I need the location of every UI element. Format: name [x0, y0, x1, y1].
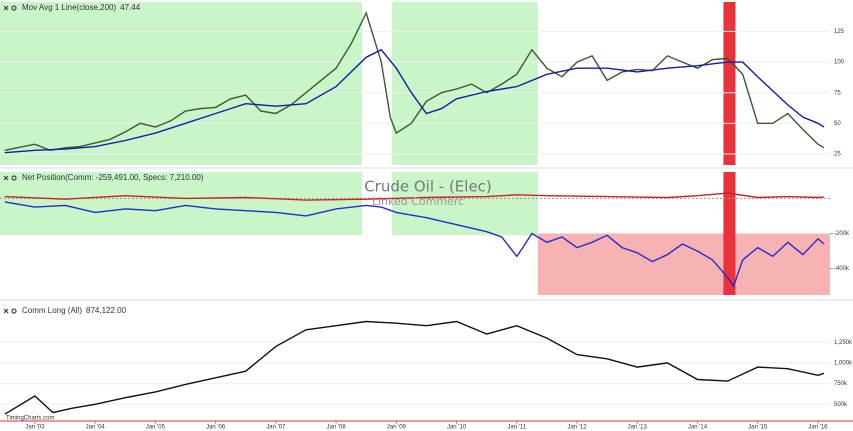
highlight-band	[723, 2, 736, 165]
settings-icon	[11, 175, 17, 181]
y-tick-label: -400k	[834, 266, 850, 272]
x-tick-label: Jan '14	[688, 425, 708, 431]
series-line	[4, 320, 825, 415]
x-tick-label: Jan '13	[628, 425, 648, 431]
panel-label: Comm Long (All)	[22, 306, 82, 315]
x-tick-label: Jan '05	[146, 425, 166, 431]
panel-label-value: 47.44	[120, 3, 141, 12]
watermark-subtitle: Linked Commerc	[372, 195, 464, 208]
y-tick-label: 125	[834, 29, 845, 35]
x-tick-label: Jan '04	[86, 425, 106, 431]
footer: TimingCharts.com	[6, 416, 54, 422]
highlight-band	[0, 172, 362, 236]
x-tick-label: Jan '06	[206, 425, 226, 431]
highlight-band	[392, 2, 538, 165]
y-tick-label: 25	[834, 152, 841, 158]
close-icon	[3, 5, 9, 11]
y-tick-label: 100	[834, 60, 845, 66]
highlight-band	[0, 2, 362, 165]
x-tick-label: Jan '09	[387, 425, 407, 431]
x-tick-label: Jan '16	[808, 425, 828, 431]
y-tick-label: 50	[834, 121, 841, 127]
watermark-title: Crude Oil - (Elec)	[364, 178, 492, 196]
y-tick-label: 1,250k	[834, 340, 853, 346]
x-tick-label: Jan '03	[25, 425, 45, 431]
x-tick-label: Jan '11	[507, 425, 526, 431]
x-tick-label: Jan '12	[567, 425, 587, 431]
y-tick-label: -200k	[834, 231, 850, 237]
series-line	[4, 201, 825, 288]
settings-icon	[11, 5, 17, 11]
y-tick-label: 500k	[834, 402, 848, 408]
highlight-band	[723, 172, 736, 295]
panel-label: Net Position(Comm: -259,491.00, Specs: 7…	[22, 173, 204, 182]
series-line	[4, 11, 825, 152]
x-tick-label: Jan '15	[748, 425, 768, 431]
panel-label: Mov Avg 1 Line(close,200)	[22, 3, 116, 12]
x-tick-label: Jan '10	[447, 425, 467, 431]
x-tick-label: Jan '07	[266, 425, 286, 431]
y-tick-label: 1,000k	[834, 360, 853, 366]
close-icon	[3, 308, 9, 314]
panel-label-value: 874,122.00	[86, 306, 127, 315]
y-tick-label: 75	[834, 90, 841, 96]
highlight-band	[392, 172, 538, 236]
highlight-band	[537, 233, 830, 295]
x-tick-label: Jan '08	[327, 425, 347, 431]
series-line	[4, 192, 825, 201]
settings-icon	[11, 308, 17, 314]
series-line	[4, 48, 825, 154]
y-tick-label: 750k	[834, 381, 848, 387]
close-icon	[3, 175, 9, 181]
